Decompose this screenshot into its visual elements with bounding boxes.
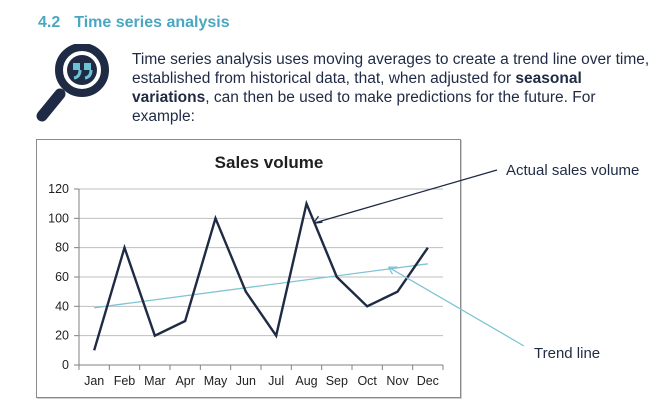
x-tick-label: Mar — [144, 374, 166, 388]
callout-trend-label: Trend line — [534, 345, 601, 362]
x-tick-label: Oct — [357, 374, 377, 388]
x-tick-label: Jan — [84, 374, 104, 388]
y-tick-label: 80 — [55, 241, 69, 255]
series-line — [93, 199, 429, 351]
chart-svg: Sales volume 0 20 40 60 80 100 120 Jan Feb Mar Apr M… — [48, 153, 444, 388]
magnifier-quote-icon — [36, 43, 112, 124]
callout-actual-arrowhead — [312, 215, 323, 224]
x-tick-label: Jun — [236, 374, 256, 388]
y-tick-label: 0 — [62, 358, 69, 372]
x-tick-label: Aug — [295, 374, 317, 388]
y-tick-label: 120 — [48, 182, 69, 196]
callout-trend-line — [388, 266, 525, 347]
x-tick-label: Feb — [114, 374, 136, 388]
chart-title: Sales volume — [215, 153, 324, 172]
y-tick-label: 20 — [55, 329, 69, 343]
intro-text-1: Time series analysis uses moving average… — [132, 51, 650, 87]
callout-actual-line — [313, 169, 498, 224]
x-tick-label: Jul — [268, 374, 284, 388]
section-heading: 4.2 Time series analysis — [38, 14, 230, 32]
y-tick-label: 60 — [55, 270, 69, 284]
y-tick-label: 40 — [55, 299, 69, 313]
intro-text-2: , can then be used to make predictions f… — [132, 89, 596, 125]
section-title: Time series analysis — [74, 14, 230, 31]
x-tick-label: Nov — [386, 374, 409, 388]
intro-paragraph: Time series analysis uses moving average… — [132, 50, 652, 126]
y-tick-label: 100 — [48, 211, 69, 225]
section-number: 4.2 — [38, 14, 61, 31]
x-tick-label: Dec — [417, 374, 439, 388]
callout-actual-label: Actual sales volume — [506, 162, 640, 179]
callout-trend-arrowhead — [387, 266, 398, 275]
x-tick-label: May — [204, 374, 228, 388]
intro-bold-text: seasonal variations — [132, 70, 582, 106]
x-tick-label: Sep — [326, 374, 348, 388]
trend-line — [94, 263, 428, 309]
x-tick-label: Apr — [175, 374, 194, 388]
